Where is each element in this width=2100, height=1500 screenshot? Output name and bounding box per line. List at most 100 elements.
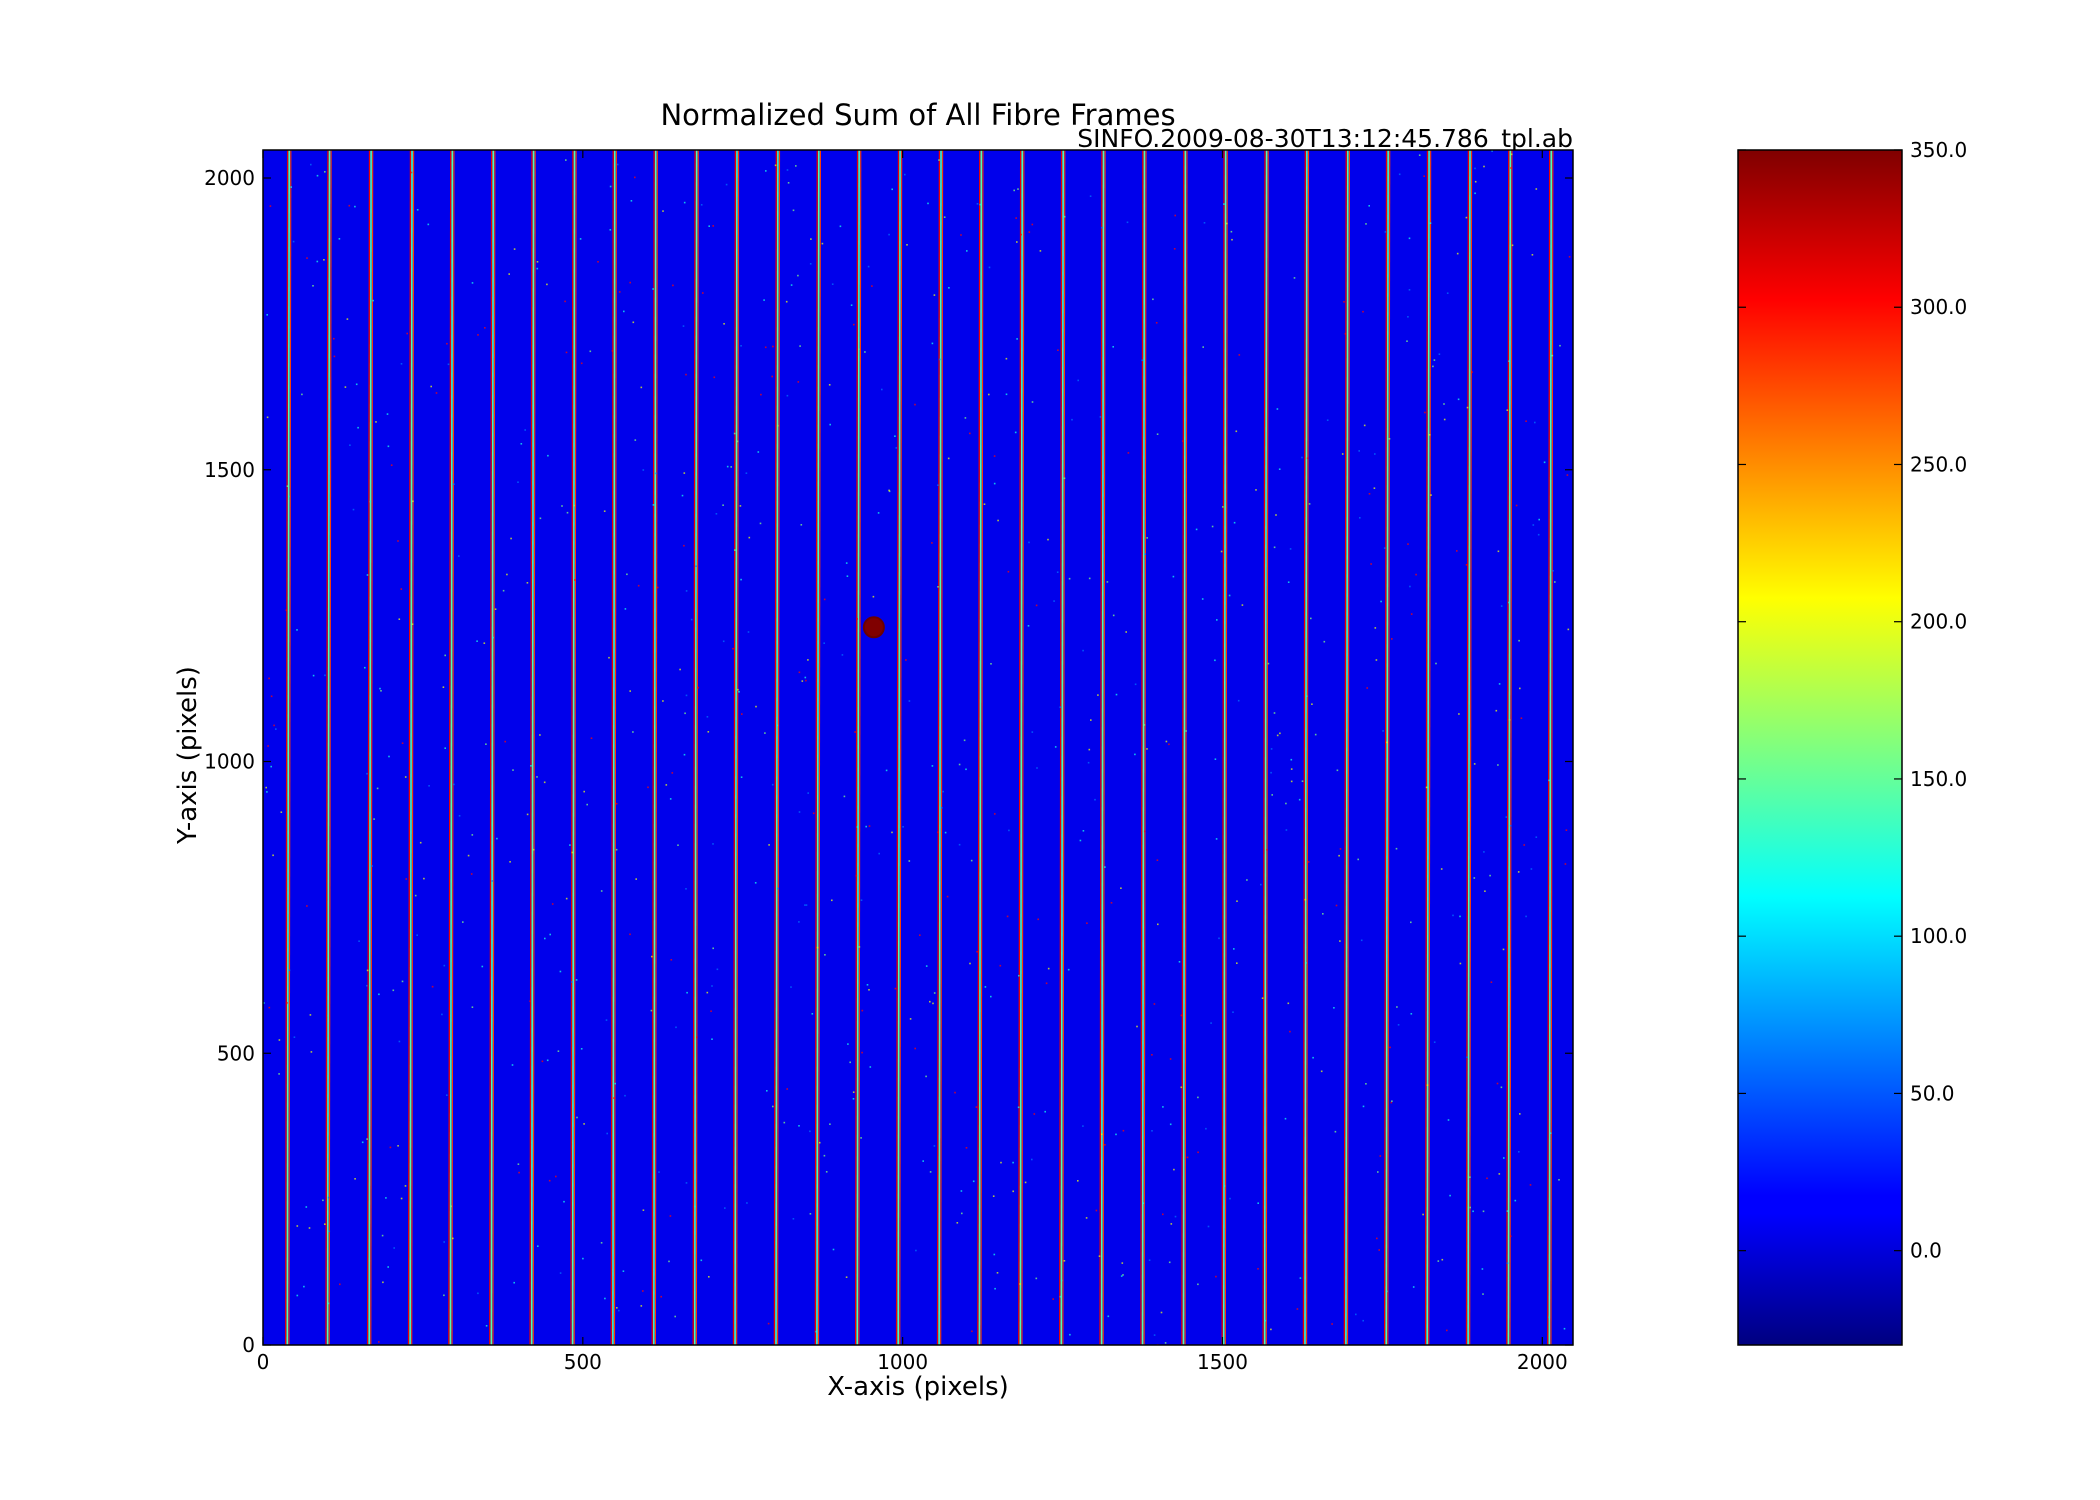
noise-pixel [444,654,446,657]
noise-pixel [738,691,740,693]
noise-pixel [1384,231,1387,233]
noise-pixel [670,959,673,961]
noise-pixel [776,724,779,727]
noise-pixel [956,1222,959,1224]
noise-pixel [1122,1274,1124,1276]
noise-pixel [288,969,291,972]
fibre-trace-edge [1102,150,1106,1345]
noise-pixel [1482,1210,1485,1213]
fibre-trace-edge [854,150,859,1345]
noise-pixel [805,679,807,682]
noise-pixel [1120,1275,1123,1277]
noise-pixel [712,947,714,950]
noise-pixel [908,700,911,702]
noise-pixel [366,1138,368,1140]
fibre-trace [651,150,658,1345]
noise-pixel [600,1242,603,1244]
noise-pixel [1203,222,1206,224]
noise-pixel [1008,829,1010,832]
noise-pixel [348,204,351,207]
noise-pixel [800,524,803,526]
noise-pixel [941,807,943,809]
noise-pixel [1270,1328,1272,1331]
noise-pixel [333,355,336,358]
noise-pixel [777,887,779,890]
noise-pixel [268,677,270,680]
noise-pixel [642,1209,645,1211]
noise-pixel [965,1147,968,1149]
noise-pixel [690,618,693,621]
noise-pixel [696,1036,698,1039]
noise-pixel [539,517,542,520]
noise-pixel [1174,1215,1177,1218]
noise-pixel [961,1212,963,1215]
noise-pixel [869,1066,872,1068]
noise-pixel [1496,1082,1499,1085]
noise-pixel [969,962,971,965]
noise-pixel [1005,357,1008,360]
noise-pixel [993,1253,996,1256]
noise-pixel [905,659,907,661]
noise-pixel [1534,421,1536,424]
noise-pixel [1410,921,1412,924]
noise-pixel [508,273,510,275]
noise-pixel [1287,581,1290,583]
noise-pixel [933,294,936,296]
noise-pixel [1497,550,1500,553]
noise-pixel [668,1260,670,1263]
noise-pixel [1473,763,1476,765]
noise-pixel [327,1302,330,1305]
noise-pixel [994,813,996,815]
noise-pixel [1214,659,1216,662]
noise-pixel [1112,346,1114,348]
noise-pixel [906,244,908,246]
noise-pixel [496,837,498,840]
noise-pixel [1305,962,1307,964]
fibre-trace [1059,150,1066,1345]
noise-pixel [411,623,414,625]
noise-pixel [885,769,888,772]
noise-pixel [1375,659,1378,661]
noise-pixel [537,1245,539,1247]
noise-pixel [707,731,710,733]
fibre-trace-core [612,150,616,1345]
fibre-trace-edge [692,150,696,1345]
noise-pixel [722,640,725,643]
noise-pixel [265,786,267,789]
noise-pixel [327,1196,330,1199]
noise-pixel [526,582,529,584]
noise-pixel [1195,528,1198,531]
chart-subtitle: SINFO.2009-08-30T13:12:45.786_tpl.ab [1077,124,1573,153]
noise-pixel [520,443,523,445]
fibre-trace-edge [366,150,371,1345]
noise-pixel [1380,600,1382,603]
noise-pixel [877,512,880,514]
noise-pixel [831,899,833,902]
noise-pixel [1085,1217,1088,1219]
fibre-trace-edge [899,150,903,1345]
noise-pixel [786,169,789,171]
noise-pixel [1069,1333,1071,1336]
noise-pixel [908,860,911,862]
fibre-trace-core [490,150,495,1345]
noise-pixel [1543,461,1546,464]
noise-pixel [1173,1168,1175,1171]
noise-pixel [946,895,949,898]
noise-pixel [1289,548,1292,550]
noise-pixel [1362,310,1364,313]
noise-pixel [632,731,634,733]
noise-pixel [390,464,393,466]
fibre-trace [1221,150,1228,1345]
noise-pixel [1433,1041,1436,1043]
noise-pixel [711,985,713,987]
fibre-trace-edge [1062,150,1066,1345]
noise-pixel [1045,982,1048,985]
noise-pixel [650,1009,653,1012]
noise-pixel [1275,514,1277,516]
noise-pixel [686,991,688,994]
noise-pixel [854,731,856,733]
noise-pixel [1428,434,1431,436]
noise-pixel [369,500,372,503]
noise-pixel [685,590,688,592]
noise-pixel [799,345,801,347]
